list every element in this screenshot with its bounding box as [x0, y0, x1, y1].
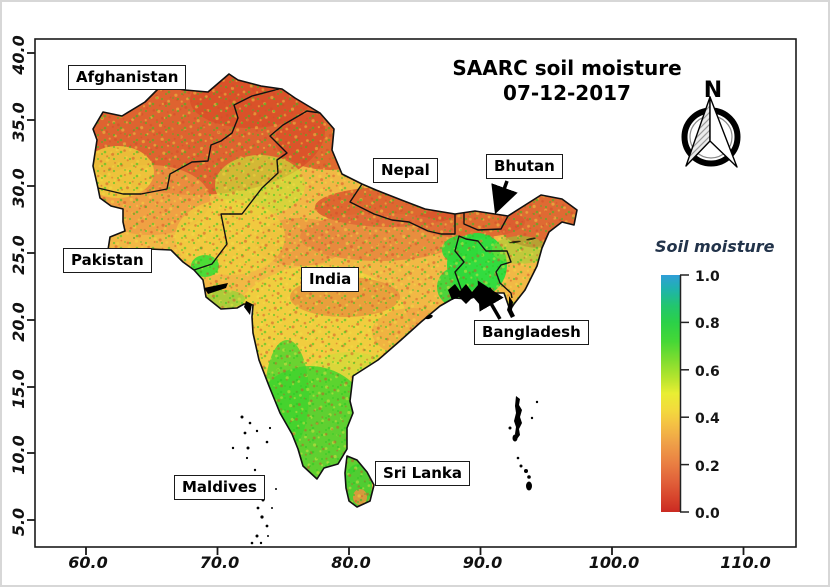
figure-date: 07-12-2017: [503, 81, 631, 105]
x-axis-tick-label: 110.0: [720, 553, 771, 572]
x-axis-tick-label: 80.0: [331, 553, 371, 572]
andaman-nicobar-islands: [508, 396, 539, 491]
legend-tick-label: 0.4: [695, 411, 720, 427]
y-axis-tick-label: 5.0: [9, 507, 28, 537]
x-axis-ticks: [85, 547, 745, 555]
y-axis-tick-label: 40.0: [9, 35, 28, 75]
country-label-india: India: [301, 267, 360, 292]
legend-tick-label: 1.0: [695, 269, 720, 285]
north-arrow: [681, 96, 741, 168]
y-axis-tick-label: 25.0: [9, 235, 28, 275]
bhutan-arrow: [491, 180, 518, 215]
country-label-afghanistan: Afghanistan: [68, 65, 187, 90]
x-axis-tick-label: 90.0: [462, 553, 503, 572]
figure-title: SAARC soil moisture: [452, 56, 682, 80]
country-label-bhutan: Bhutan: [486, 154, 563, 179]
legend-tick-label: 0.2: [695, 459, 720, 475]
country-label-nepal: Nepal: [373, 158, 438, 183]
legend-tick-label: 0.6: [695, 364, 720, 380]
north-arrow-label: N: [703, 78, 723, 103]
x-axis-tick-label: 60.0: [68, 553, 108, 572]
legend-title: Soil moisture: [655, 237, 775, 256]
legend-tick-label: 0.8: [695, 316, 720, 332]
country-label-maldives: Maldives: [174, 475, 265, 500]
y-axis-ticks: [27, 52, 35, 521]
y-axis-tick-label: 10.0: [9, 435, 28, 475]
y-axis-tick-label: 30.0: [9, 168, 28, 208]
country-borders: [97, 88, 513, 299]
country-label-bangladesh: Bangladesh: [474, 320, 589, 345]
bangladesh-arrow: [477, 280, 504, 320]
x-axis-tick-label: 100.0: [588, 553, 640, 572]
x-axis-tick-label: 70.0: [199, 553, 240, 572]
figure-title-block: SAARC soil moisture 07-12-2017: [432, 56, 702, 106]
y-axis-tick-label: 35.0: [9, 102, 28, 142]
legend-tick-label: 0.0: [695, 506, 720, 522]
country-label-pakistan: Pakistan: [63, 248, 152, 273]
plot-frame: [27, 38, 797, 555]
country-label-sri-lanka: Sri Lanka: [375, 461, 471, 486]
y-axis-tick-label: 15.0: [9, 369, 28, 409]
water-features: [204, 237, 536, 320]
legend-colorbar: [661, 274, 689, 513]
y-axis-tick-label: 20.0: [9, 302, 28, 342]
